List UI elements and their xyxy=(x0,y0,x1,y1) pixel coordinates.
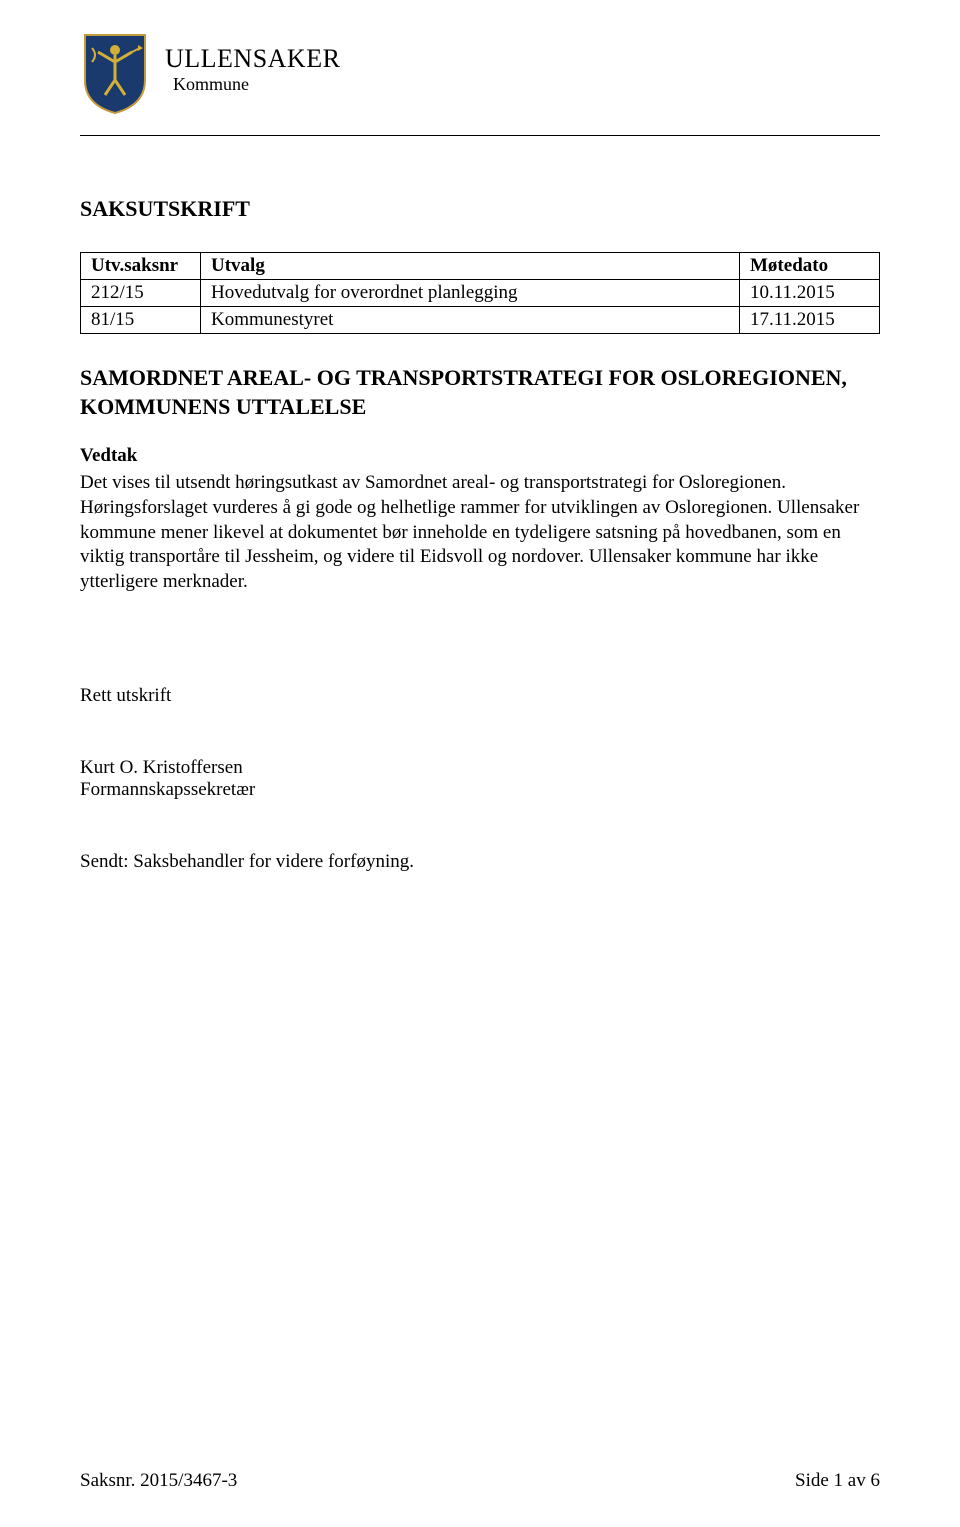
cell-saksnr: 81/15 xyxy=(81,307,201,334)
meeting-table: Utv.saksnr Utvalg Møtedato 212/15 Hovedu… xyxy=(80,252,880,334)
case-title: SAMORDNET AREAL- OG TRANSPORTSTRATEGI FO… xyxy=(80,364,880,421)
sendt-line: Sendt: Saksbehandler for videre forføyni… xyxy=(80,851,880,873)
cell-utvalg: Hovedutvalg for overordnet planlegging xyxy=(201,280,740,307)
column-header-motedato: Møtedato xyxy=(740,253,880,280)
municipality-sub: Kommune xyxy=(173,74,340,95)
table-header-row: Utv.saksnr Utvalg Møtedato xyxy=(81,253,880,280)
municipality-shield-icon xyxy=(80,30,150,115)
municipality-name: ULLENSAKER xyxy=(165,44,340,74)
rett-utskrift: Rett utskrift xyxy=(80,685,880,707)
vedtak-heading: Vedtak xyxy=(80,445,880,467)
footer-saksnr: Saksnr. 2015/3467-3 xyxy=(80,1470,237,1492)
column-header-saksnr: Utv.saksnr xyxy=(81,253,201,280)
signature-title: Formannskapssekretær xyxy=(80,779,880,801)
document-title: SAKSUTSKRIFT xyxy=(80,196,880,222)
cell-utvalg: Kommunestyret xyxy=(201,307,740,334)
cell-motedato: 10.11.2015 xyxy=(740,280,880,307)
cell-motedato: 17.11.2015 xyxy=(740,307,880,334)
header-divider xyxy=(80,135,880,136)
vedtak-body: Det vises til utsendt høringsutkast av S… xyxy=(80,471,880,594)
signature-name: Kurt O. Kristoffersen xyxy=(80,757,880,779)
cell-saksnr: 212/15 xyxy=(81,280,201,307)
table-row: 212/15 Hovedutvalg for overordnet planle… xyxy=(81,280,880,307)
document-header: ULLENSAKER Kommune xyxy=(80,30,880,115)
table-row: 81/15 Kommunestyret 17.11.2015 xyxy=(81,307,880,334)
footer-page-number: Side 1 av 6 xyxy=(795,1470,880,1492)
column-header-utvalg: Utvalg xyxy=(201,253,740,280)
header-text-block: ULLENSAKER Kommune xyxy=(165,30,340,95)
page-footer: Saksnr. 2015/3467-3 Side 1 av 6 xyxy=(80,1470,880,1492)
